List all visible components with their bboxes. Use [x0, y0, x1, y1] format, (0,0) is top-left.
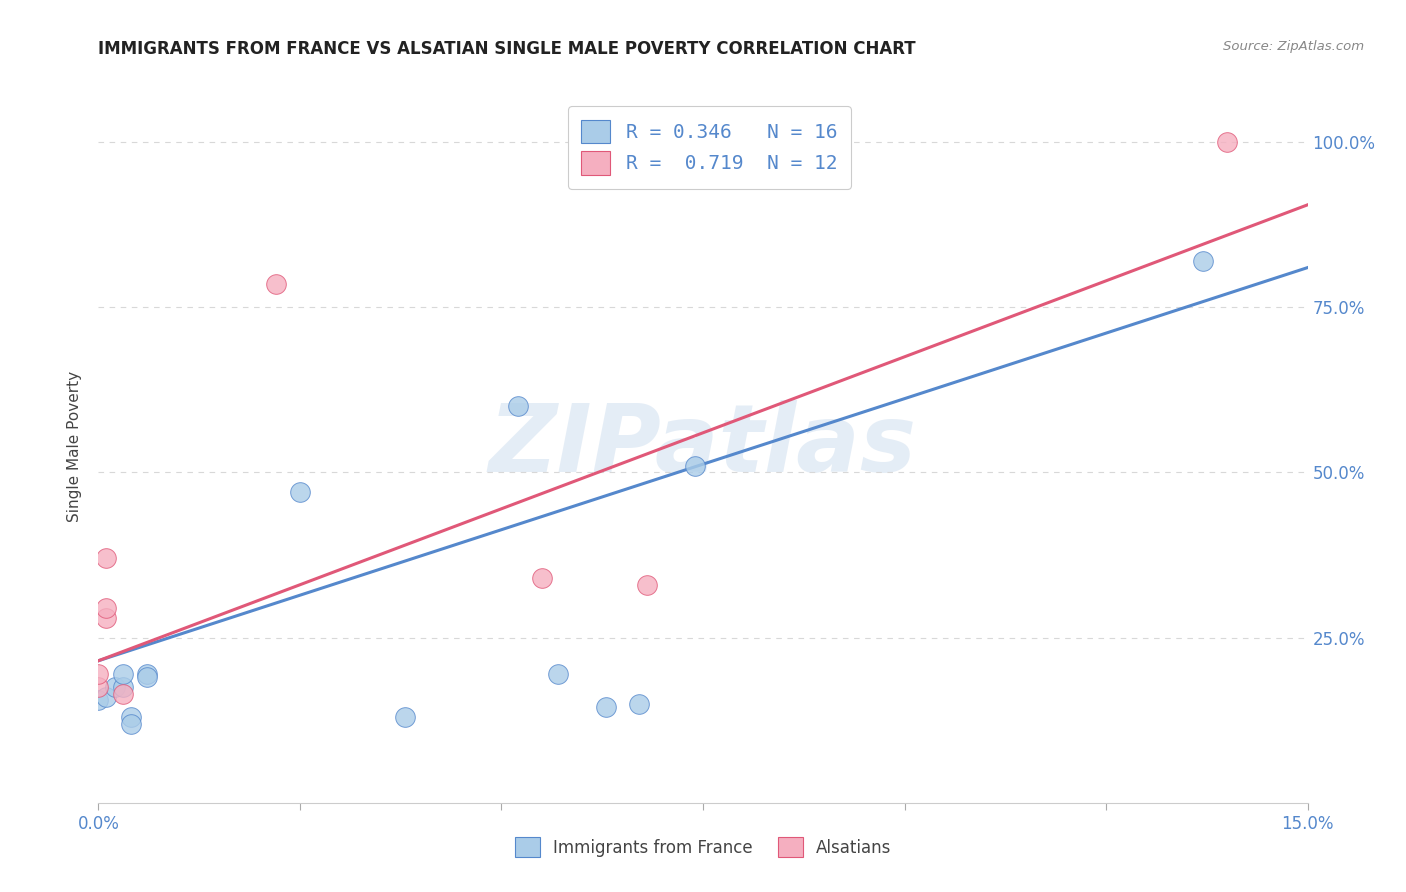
Point: [96, 551, 118, 566]
Point: [264, 277, 287, 292]
Point: [111, 680, 134, 694]
Point: [111, 687, 134, 701]
Point: [627, 697, 650, 711]
Point: [595, 700, 617, 714]
Point: [96, 690, 118, 704]
Point: [103, 680, 125, 694]
Point: [547, 667, 569, 681]
Point: [87, 693, 110, 707]
Text: IMMIGRANTS FROM FRANCE VS ALSATIAN SINGLE MALE POVERTY CORRELATION CHART: IMMIGRANTS FROM FRANCE VS ALSATIAN SINGL…: [98, 40, 917, 58]
Point: [394, 710, 416, 724]
Point: [111, 667, 134, 681]
Text: Source: ZipAtlas.com: Source: ZipAtlas.com: [1223, 40, 1364, 54]
Point: [135, 670, 157, 684]
Legend: Immigrants from France, Alsatians: Immigrants from France, Alsatians: [506, 829, 900, 866]
Point: [1191, 254, 1213, 268]
Point: [636, 578, 658, 592]
Point: [135, 667, 157, 681]
Point: [87, 667, 110, 681]
Point: [96, 600, 118, 615]
Point: [120, 710, 142, 724]
Point: [506, 400, 529, 414]
Point: [87, 680, 110, 694]
Point: [683, 458, 706, 473]
Point: [772, 135, 794, 149]
Text: ZIPatlas: ZIPatlas: [489, 400, 917, 492]
Y-axis label: Single Male Poverty: Single Male Poverty: [67, 370, 83, 522]
Point: [1216, 135, 1239, 149]
Point: [96, 611, 118, 625]
Point: [120, 716, 142, 731]
Point: [530, 571, 553, 585]
Point: [288, 485, 311, 500]
